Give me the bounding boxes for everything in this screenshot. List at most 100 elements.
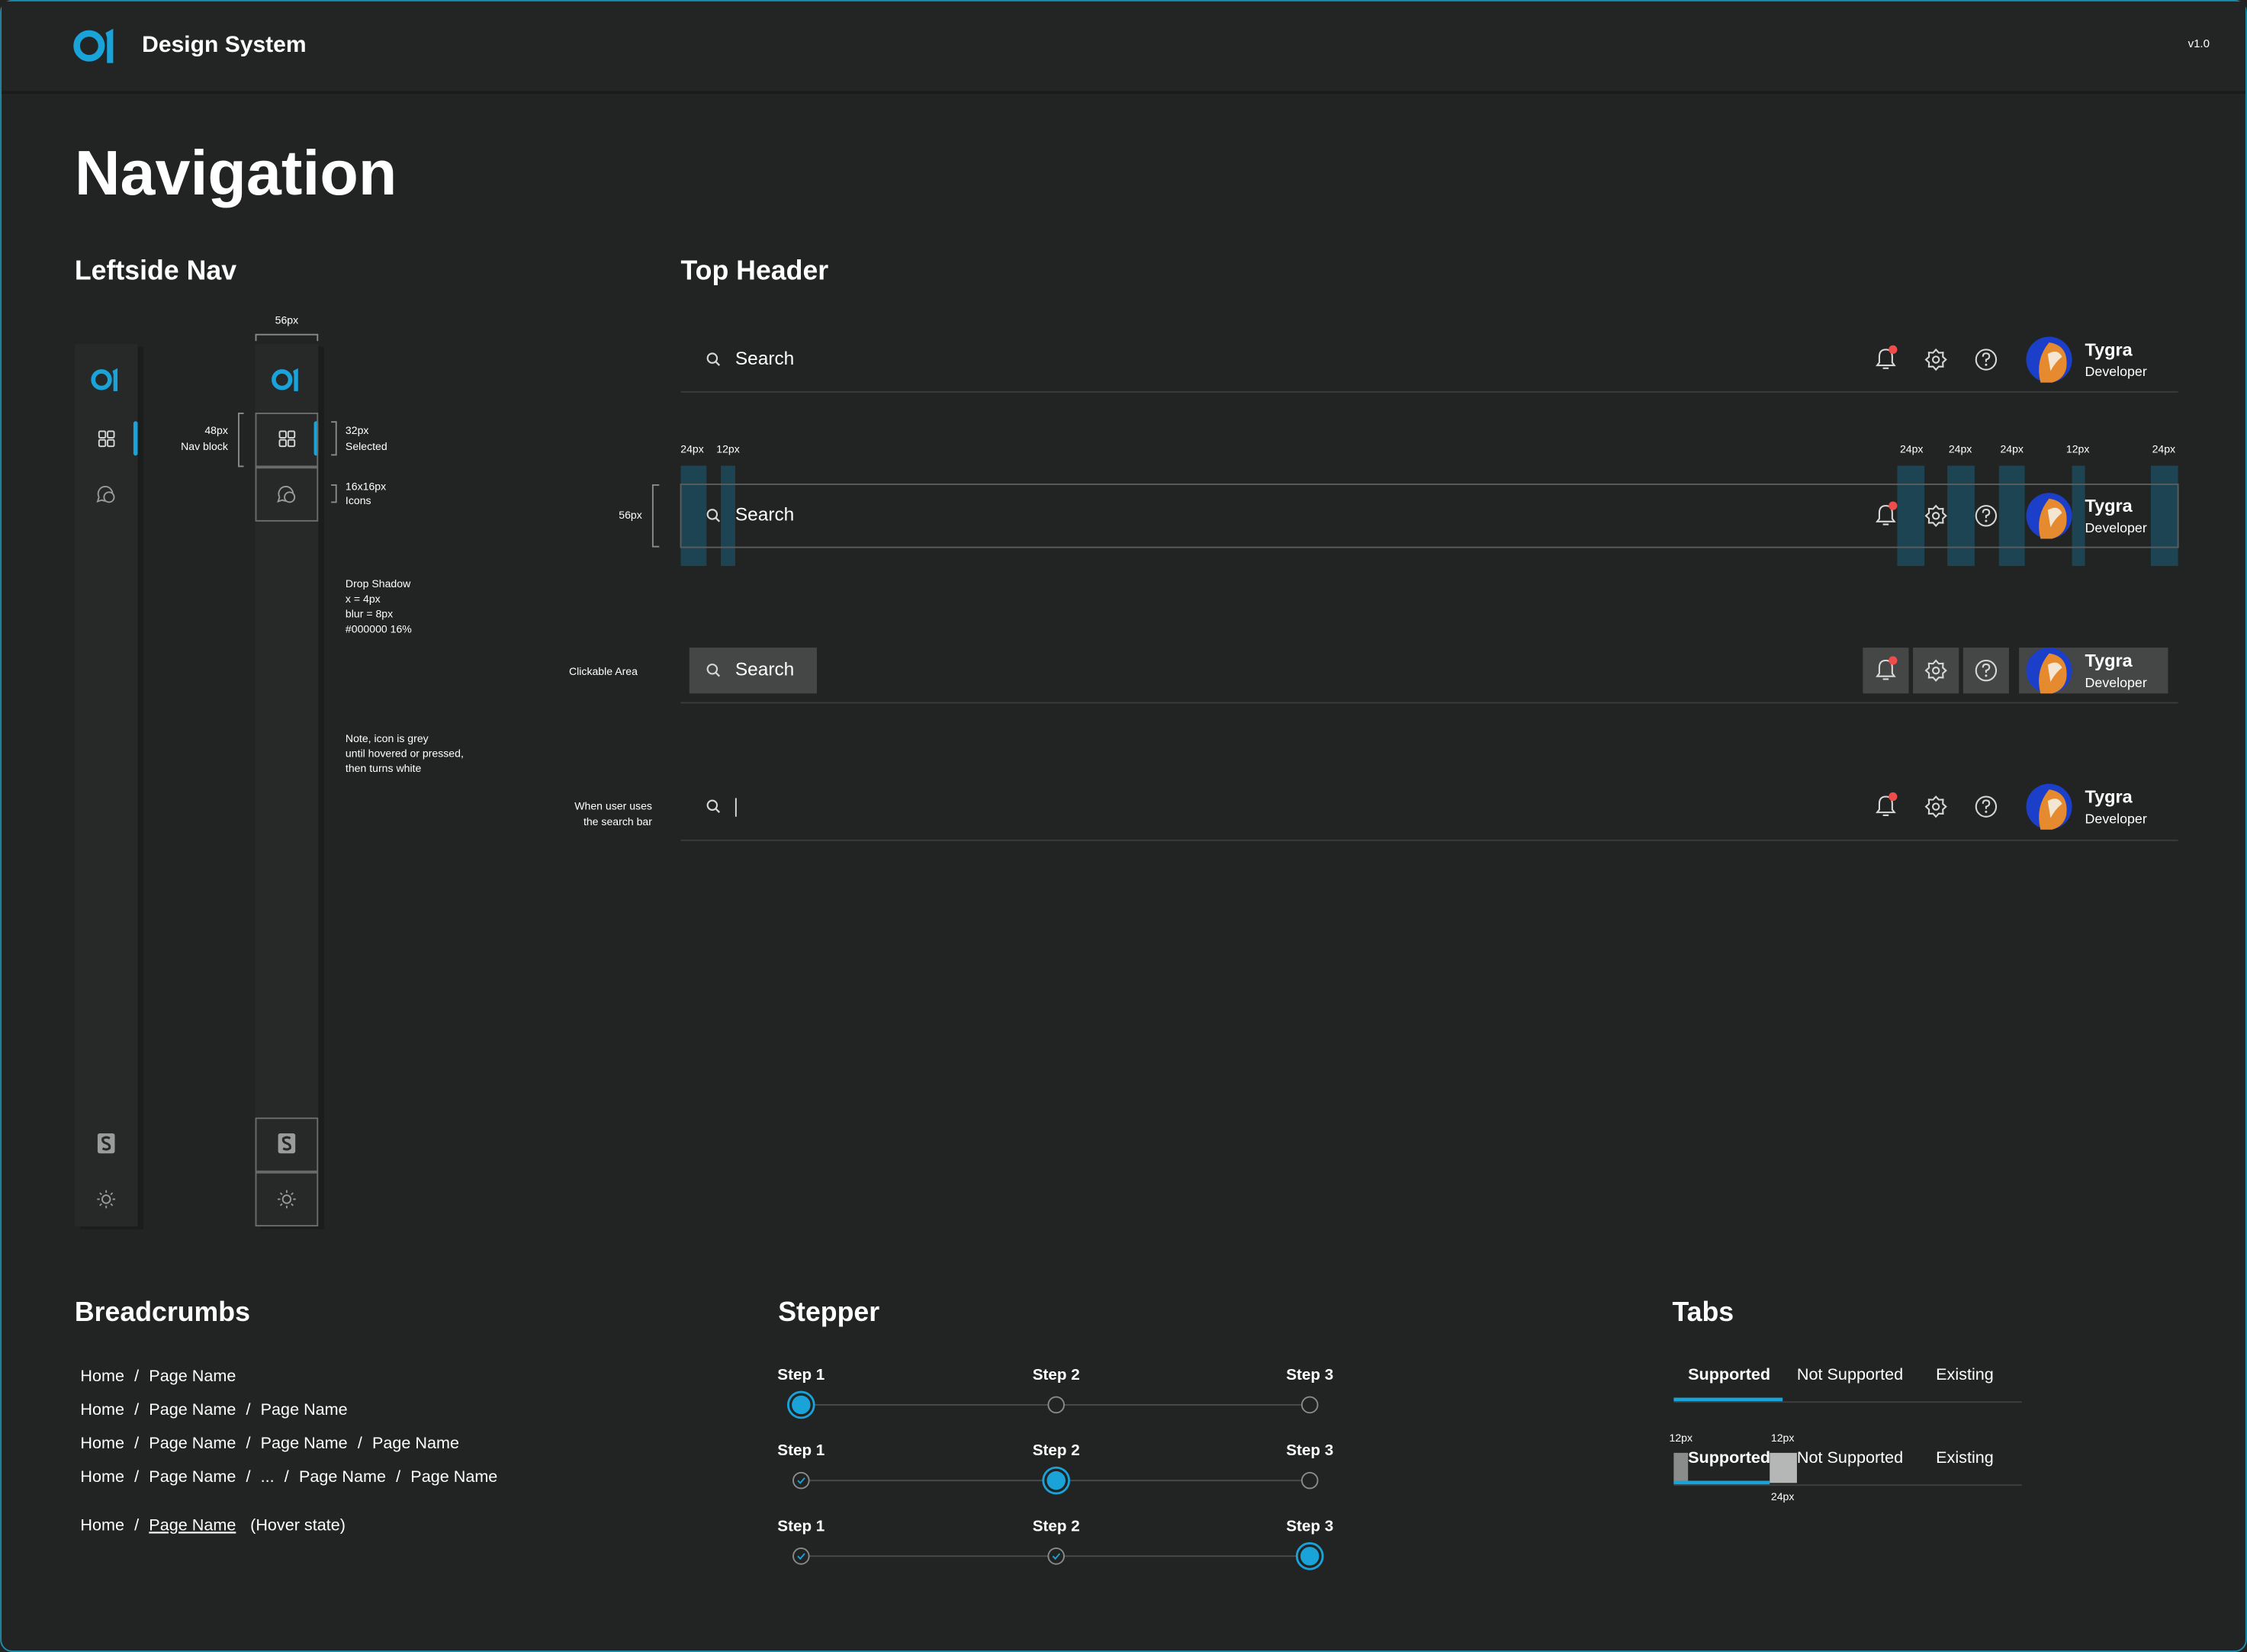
- search-icon: [706, 799, 718, 811]
- step-label: Step 1: [777, 1517, 825, 1535]
- apps-icon: [287, 439, 296, 448]
- clickable-icon: [1863, 648, 1909, 694]
- help-icon: [1982, 508, 1991, 519]
- theme-icon: [101, 1194, 111, 1204]
- help-icon: [1975, 659, 1998, 682]
- search-icon: [706, 509, 718, 520]
- step-label: Step 1: [777, 1366, 825, 1384]
- dimension-label: Selected: [346, 440, 387, 452]
- step-upcoming: [1300, 1396, 1319, 1414]
- dimension-line: [255, 333, 319, 342]
- step-label: Step 2: [1033, 1366, 1080, 1384]
- breadcrumb-item[interactable]: Page Name: [299, 1467, 386, 1486]
- step-done: [792, 1471, 810, 1490]
- settings-icon: [1931, 667, 1940, 675]
- breadcrumb-separator: /: [134, 1366, 139, 1385]
- dimension-line: [651, 484, 660, 548]
- breadcrumb-item[interactable]: Home: [80, 1400, 124, 1419]
- nav-block-outline: [255, 1117, 319, 1172]
- logo-one: [293, 368, 298, 391]
- step-active: [1046, 1470, 1066, 1490]
- breadcrumb-separator: /: [134, 1515, 139, 1534]
- bell-icon: [1876, 505, 1896, 525]
- tab: Supported: [1688, 1448, 1770, 1467]
- section-title: Top Header: [681, 255, 829, 285]
- theme-icon: [110, 1192, 114, 1196]
- search-icon: [715, 808, 721, 813]
- step-upcoming: [1047, 1396, 1065, 1414]
- step-label: Step 2: [1033, 1517, 1080, 1535]
- side-nav: [74, 343, 138, 1227]
- breadcrumb-item[interactable]: Page Name: [149, 1515, 236, 1534]
- version: v1.0: [2188, 37, 2210, 50]
- spacing-overlay: [680, 465, 707, 567]
- user-name: Tygra: [2085, 339, 2133, 359]
- theme-icon: [279, 1192, 283, 1196]
- dimension-line: [238, 413, 244, 468]
- dimension-line: [331, 421, 337, 456]
- state-label: Clickable Area: [569, 665, 638, 677]
- avatar: [2047, 799, 2062, 818]
- help-icon: [1982, 352, 1991, 362]
- step-label: Step 3: [1286, 1441, 1333, 1459]
- breadcrumb-item[interactable]: Page Name: [149, 1400, 236, 1419]
- bell-icon: [1876, 659, 1896, 680]
- breadcrumb-item[interactable]: Home: [80, 1433, 124, 1452]
- breadcrumb-item[interactable]: Home: [80, 1366, 124, 1385]
- breadcrumb-item: Page Name: [372, 1433, 459, 1452]
- tab-indicator: [1673, 1480, 1770, 1485]
- user-role: Developer: [2085, 520, 2147, 535]
- breadcrumb-separator: /: [246, 1467, 251, 1486]
- spacing-overlay: [2072, 465, 2085, 567]
- section-title: Stepper: [778, 1297, 879, 1327]
- breadcrumb-item[interactable]: Page Name: [149, 1433, 236, 1452]
- breadcrumb-item[interactable]: ...: [261, 1467, 275, 1486]
- settings-icon: [1924, 795, 1947, 818]
- page-title: Navigation: [75, 137, 397, 208]
- theme-icon: [279, 1203, 283, 1207]
- bell-icon: [1876, 349, 1896, 369]
- tab[interactable]: Not Supported: [1797, 1364, 1903, 1384]
- spacing-label: 24px: [2000, 443, 2024, 455]
- shadow-note: Drop Shadow: [346, 577, 411, 590]
- theme-icon: [110, 1203, 114, 1207]
- breadcrumb-item: Page Name: [410, 1467, 497, 1486]
- breadcrumb-item[interactable]: Home: [80, 1515, 124, 1534]
- breadcrumb-item[interactable]: Home: [80, 1467, 124, 1486]
- breadcrumb-separator: /: [396, 1467, 400, 1486]
- help-icon: [1985, 363, 1988, 366]
- dimension-line: [331, 484, 337, 503]
- spacing-overlay: [1947, 465, 1975, 567]
- logo-one: [112, 368, 118, 391]
- avatar: [2047, 507, 2062, 528]
- apps-icon: [278, 430, 287, 439]
- section-title: Tabs: [1672, 1297, 1734, 1327]
- notification-dot: [1889, 656, 1898, 665]
- step-label: Step 3: [1286, 1517, 1333, 1535]
- breadcrumb-separator: /: [134, 1467, 139, 1486]
- tab[interactable]: Supported: [1688, 1364, 1770, 1384]
- user-role: Developer: [2085, 675, 2147, 690]
- spacing-overlay: [2150, 465, 2178, 567]
- tab[interactable]: Existing: [1936, 1364, 1994, 1384]
- step-done: [1047, 1548, 1065, 1565]
- side-nav: [255, 343, 319, 1227]
- search-icon: [715, 361, 721, 366]
- step-upcoming: [1300, 1471, 1319, 1490]
- nav-block-outline: [255, 467, 319, 522]
- breadcrumb-separator: /: [284, 1467, 289, 1486]
- breadcrumb-item[interactable]: Page Name: [261, 1433, 348, 1452]
- logo-o: [272, 369, 293, 391]
- chat-icon: [96, 486, 114, 503]
- settings-icon: [1924, 348, 1947, 371]
- breadcrumb-item[interactable]: Page Name: [149, 1467, 236, 1486]
- spacing-overlay: [1673, 1452, 1689, 1483]
- icon-note: Note, icon is grey: [346, 732, 429, 744]
- dimension-label: 56px: [619, 509, 642, 521]
- help-icon: [1985, 519, 1988, 522]
- logo-o: [73, 30, 105, 62]
- step-active: [1300, 1547, 1320, 1566]
- user-name: Tygra: [2085, 496, 2133, 516]
- spacing-label: 24px: [1949, 443, 1972, 455]
